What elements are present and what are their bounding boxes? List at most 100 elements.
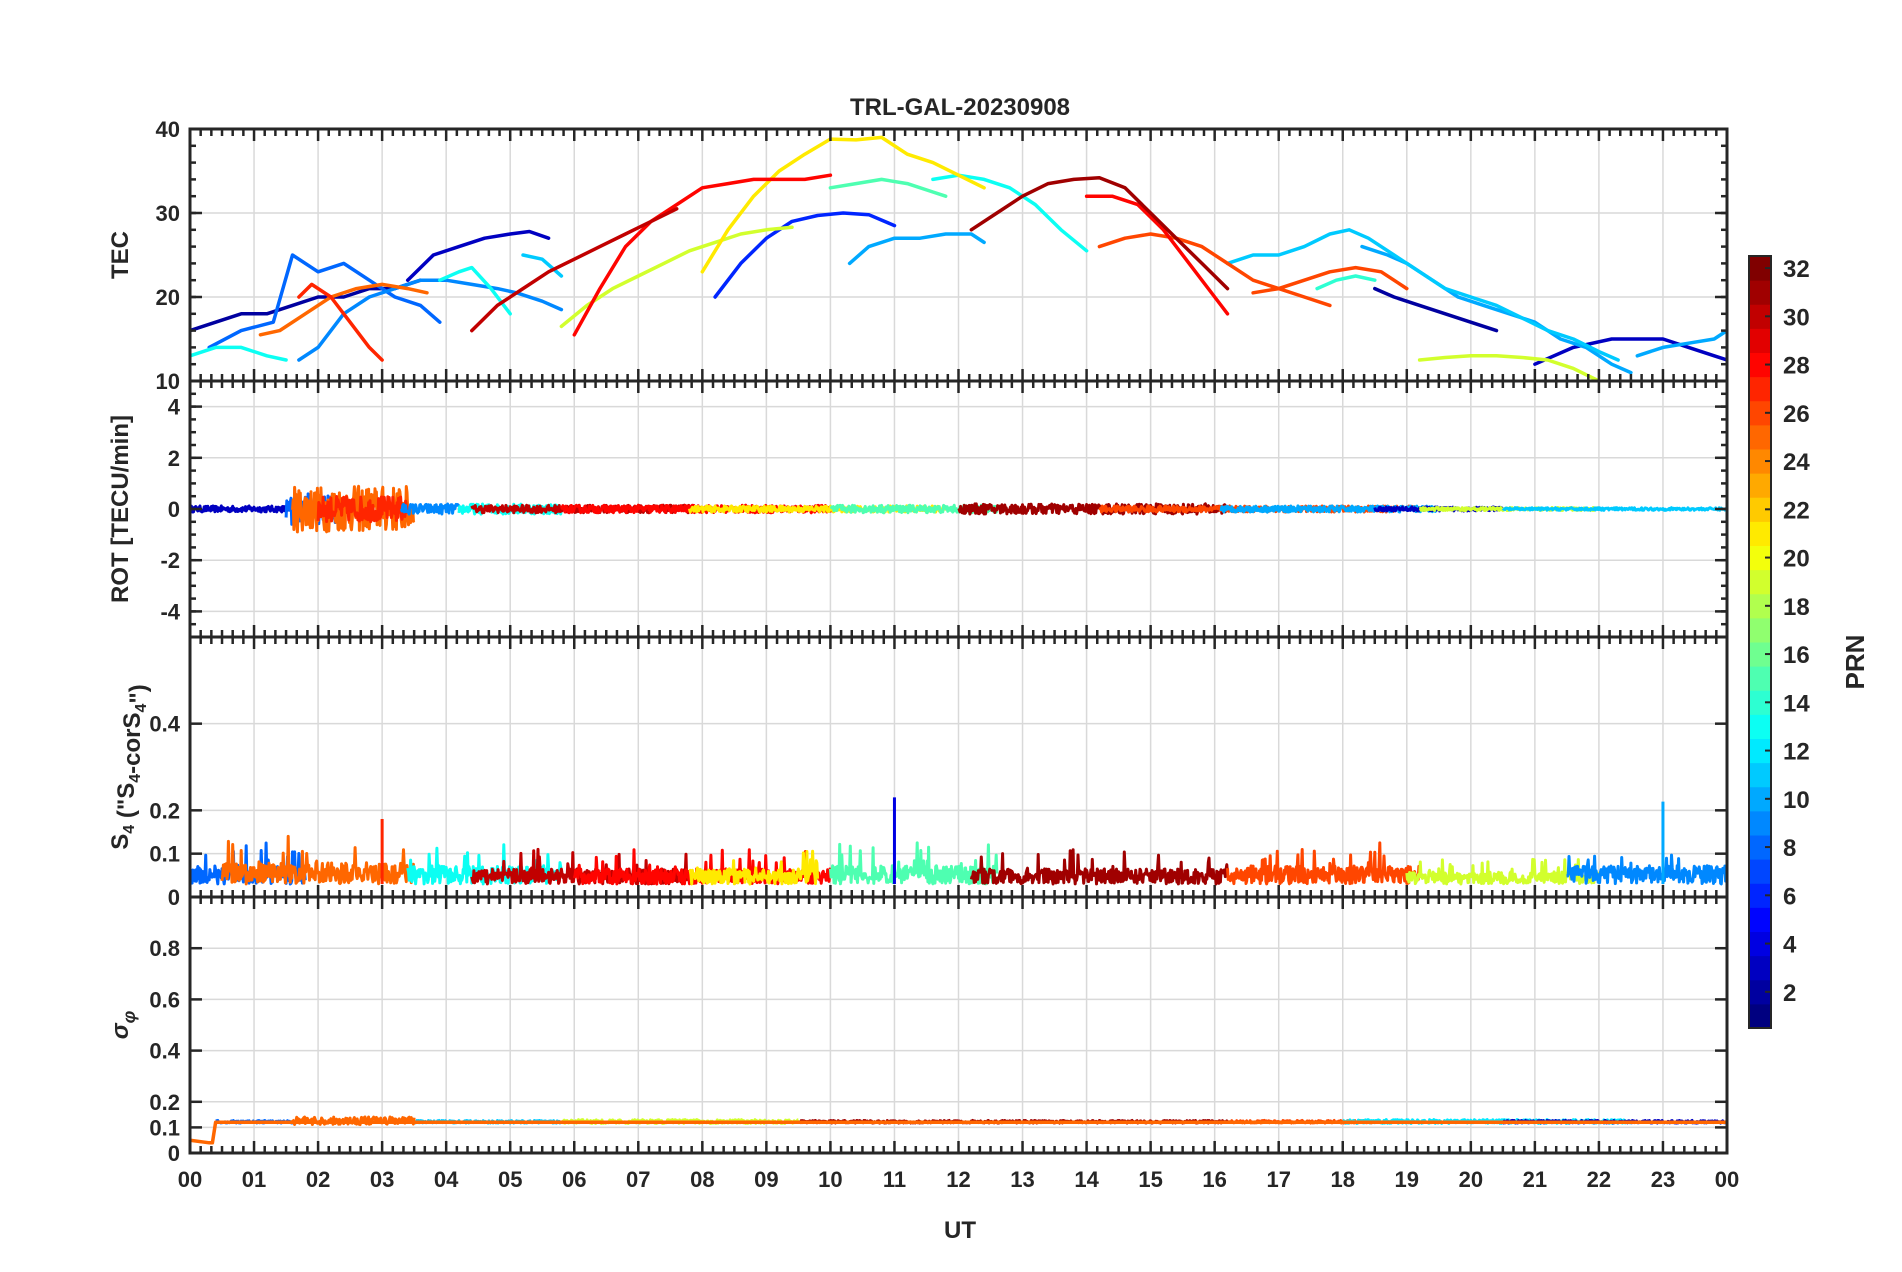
x-ticks <box>188 637 1729 897</box>
colorbar-tick-label: 6 <box>1783 883 1796 910</box>
series-prn-25 <box>258 282 429 337</box>
colorbar-tick-label: 8 <box>1783 835 1796 862</box>
x-tick-label: 23 <box>1651 1167 1675 1192</box>
colorbar-swatch <box>1749 931 1771 957</box>
noise-trace-prn-3 <box>190 504 294 514</box>
colorbar-swatch <box>1749 400 1771 426</box>
data-lines <box>190 135 1727 381</box>
chart-title: TRL-GAL-20230908 <box>850 94 1070 121</box>
y-tick-label: 0.4 <box>149 1039 180 1064</box>
x-tick-label: 07 <box>626 1167 650 1192</box>
colorbar-swatch <box>1749 786 1771 812</box>
noise-trace-prn-9 <box>1566 853 1727 886</box>
colorbar-swatch <box>1749 569 1771 595</box>
colorbar-swatch <box>1749 376 1771 402</box>
y-tick-label: 0.1 <box>149 1115 180 1140</box>
colorbar-swatch <box>1749 424 1771 450</box>
colorbar-swatch <box>1749 859 1771 884</box>
y-tick-label: 4 <box>168 395 181 420</box>
colorbar-swatch <box>1749 738 1771 764</box>
x-tick-label: 13 <box>1010 1167 1034 1192</box>
colorbar-swatch <box>1749 979 1771 1005</box>
noise-trace-prn-31 <box>957 502 1229 516</box>
data-lines <box>190 797 1727 886</box>
x-tick-label: 20 <box>1459 1167 1483 1192</box>
colorbar-tick-label: 16 <box>1783 642 1810 669</box>
colorbar-swatch <box>1749 473 1771 498</box>
noise-trace-prn-28 <box>572 848 832 886</box>
y-tick-label: -2 <box>160 548 180 573</box>
series-prn-27 <box>297 282 384 362</box>
y-axis-label-s4: S4 ("S4-corS4") <box>107 684 152 850</box>
noise-trace-prn-27 <box>316 495 410 524</box>
x-tick-label: 00 <box>178 1167 202 1192</box>
x-ticks <box>188 897 1729 1153</box>
y-ticks: 00.10.2 0.4 0.6 0.8 <box>149 936 1727 1166</box>
x-tick-label: 22 <box>1587 1167 1611 1192</box>
colorbar-swatch <box>1749 810 1771 836</box>
y-tick-label: 0.4 <box>149 712 180 737</box>
x-tick-label: 04 <box>434 1167 459 1192</box>
colorbar-swatch <box>1749 352 1771 378</box>
colorbar-tick-label: 22 <box>1783 497 1810 524</box>
series-prn-8 <box>207 253 442 350</box>
series-prn-19 <box>559 225 794 329</box>
y-tick-label: 0.1 <box>149 842 180 867</box>
x-tick-label: 02 <box>306 1167 330 1192</box>
series-prn-11 <box>1225 228 1620 362</box>
colorbar-swatch <box>1749 690 1771 715</box>
y-tick-label: -4 <box>160 599 180 624</box>
x-tick-label: 17 <box>1266 1167 1290 1192</box>
y-tick-label: 2 <box>168 446 180 471</box>
y-axis-label-tec: TEC <box>107 231 134 279</box>
series-prn-19 <box>1417 354 1601 381</box>
series-prn-10 <box>847 232 986 266</box>
colorbar-swatch <box>1749 666 1771 691</box>
y-axis-label-sigma: σφ <box>107 1010 139 1039</box>
series-prn-2 <box>1373 286 1499 333</box>
colorbar-swatch <box>1749 256 1771 281</box>
colorbar-tick-label: 18 <box>1783 594 1810 621</box>
y-tick-label: 0 <box>168 885 180 910</box>
series-prn-10 <box>1635 328 1727 358</box>
colorbar-swatch <box>1749 328 1771 353</box>
series-prn-30 <box>470 207 679 333</box>
x-tick-labels: 00 01 02 03 04 05 06 07 08 09 10 11 12 13 14 15 16 17 18 19… <box>178 1167 1739 1192</box>
panel-s4: 0 0.1 0.2 0.4S4 ("S4-corS4") <box>107 635 1729 910</box>
x-tick-label: 03 <box>370 1167 394 1192</box>
x-tick-label: 08 <box>690 1167 714 1192</box>
noise-trace-prn-21 <box>688 849 820 886</box>
y-ticks: 0 0.1 0.2 0.4 <box>149 712 1727 910</box>
x-tick-label: 06 <box>562 1167 586 1192</box>
colorbar-tick-label: 12 <box>1783 739 1810 766</box>
x-axis-label: UT <box>944 1217 976 1244</box>
y-tick-label: 0.2 <box>149 1090 180 1115</box>
colorbar-tick-label: 30 <box>1783 304 1810 331</box>
series-prn-25 <box>190 1120 1727 1145</box>
y-tick-label: 20 <box>156 285 180 310</box>
series-prn-3 <box>405 229 551 282</box>
colorbar-tick-label: 28 <box>1783 353 1810 380</box>
y-tick-label: 0.6 <box>149 987 180 1012</box>
data-lines <box>190 1115 1727 1145</box>
noise-trace-prn-31 <box>969 848 1229 886</box>
colorbar-tick-label: 14 <box>1783 690 1810 717</box>
series-prn-21 <box>700 135 986 274</box>
colorbar-tick-label: 4 <box>1783 932 1797 959</box>
x-tick-label: 14 <box>1074 1167 1099 1192</box>
noise-trace-prn-15 <box>828 841 999 886</box>
series-prn-26 <box>1097 232 1332 308</box>
colorbar-swatch <box>1749 545 1771 571</box>
x-ticks <box>188 129 1729 381</box>
y-axis-label-rot: ROT [TECU/min] <box>107 415 134 603</box>
series-prn-31 <box>969 175 1230 291</box>
colorbar-swatch <box>1749 907 1771 932</box>
x-tick-label: 19 <box>1395 1167 1419 1192</box>
colorbar-tick-label: 2 <box>1783 980 1796 1007</box>
y-tick-label: 0.2 <box>149 798 180 823</box>
y-ticks: -4 -2 0 2 4 <box>160 379 1727 639</box>
colorbar-swatch <box>1749 1003 1771 1029</box>
